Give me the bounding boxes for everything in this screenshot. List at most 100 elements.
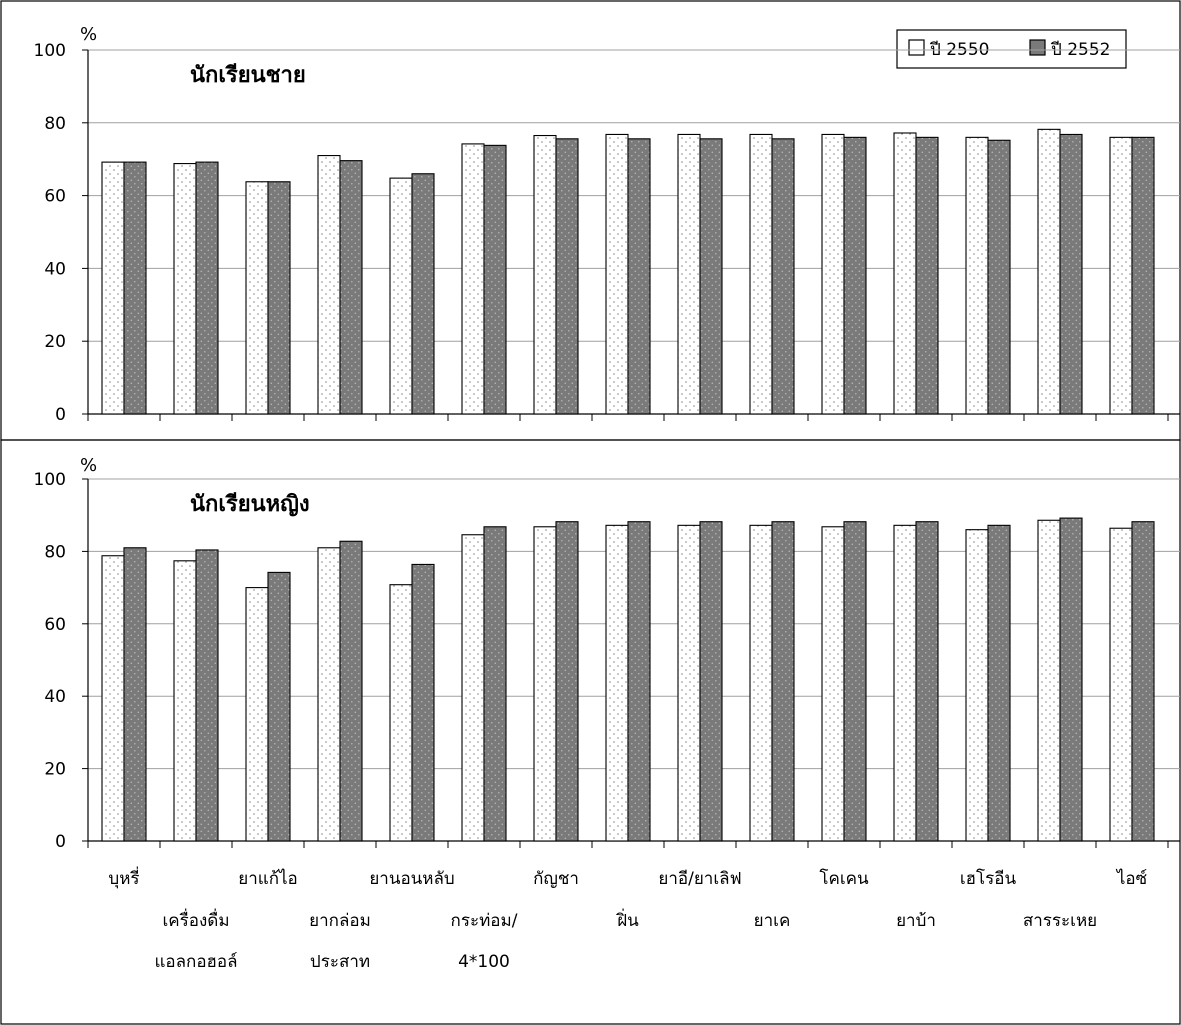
bar-female-2552-11 (915, 521, 939, 842)
y-unit-label-male: % (80, 24, 97, 45)
bar-male-2550-0 (101, 161, 125, 415)
bar-female-2550-2 (245, 587, 269, 842)
ytick-label-male-0: 0 (55, 405, 66, 425)
bar-female-2552-6 (555, 521, 579, 842)
ytick-label-female-0: 0 (55, 832, 66, 852)
bar-male-2552-2 (267, 181, 291, 415)
bar-female-2552-9 (771, 521, 795, 842)
bar-male-2552-10 (843, 136, 867, 415)
bar-male-2550-12 (965, 136, 989, 415)
bar-male-2550-7 (605, 133, 629, 415)
bar-male-2552-0 (123, 161, 147, 415)
ytick-label-female-60: 60 (44, 615, 66, 635)
bar-male-2550-2 (245, 181, 269, 415)
bar-female-2550-11 (893, 524, 917, 842)
bar-female-2550-3 (317, 547, 341, 842)
bar-male-2550-8 (677, 133, 701, 415)
bar-female-2552-14 (1131, 521, 1155, 842)
bar-female-2550-0 (101, 555, 125, 842)
bar-male-2552-6 (555, 138, 579, 415)
category-label-r3-3: ประสาท (310, 952, 370, 972)
ytick-label-male-20: 20 (44, 332, 66, 352)
category-label-r2-13: สารระเหย (1023, 911, 1097, 931)
bar-female-2550-1 (173, 560, 197, 842)
category-label-r3-5: 4*100 (458, 952, 510, 972)
bar-male-2552-11 (915, 136, 939, 415)
panel-male: 0 20 40 60 80 100% นักเรียนชาย (34, 24, 1180, 425)
bar-male-2550-11 (893, 132, 917, 415)
category-label-r2-11: ยาบ้า (896, 911, 936, 931)
bar-male-2550-14 (1109, 136, 1133, 415)
ytick-label-female-20: 20 (44, 760, 66, 780)
bar-female-2550-12 (965, 529, 989, 842)
legend: ปี 2550 ปี 2552 (896, 29, 1127, 69)
category-label-r2-5: กระท่อม/ (451, 911, 518, 931)
bar-male-2550-4 (389, 177, 413, 415)
bar-female-2552-8 (699, 521, 723, 842)
legend-swatch-2552 (1029, 39, 1046, 56)
bar-male-2552-12 (987, 139, 1011, 415)
ytick-label-male-100: 100 (34, 41, 66, 61)
bar-female-2550-7 (605, 524, 629, 842)
category-label-r2-1: เครื่องดื่ม (162, 908, 229, 931)
bar-male-2552-3 (339, 160, 363, 415)
bar-female-2552-1 (195, 549, 219, 842)
bar-male-2552-1 (195, 161, 219, 415)
ytick-label-male-60: 60 (44, 187, 66, 207)
bar-female-2550-5 (461, 534, 485, 842)
category-label-r1-8: ยาอี/ยาเลิฟ (658, 869, 741, 889)
category-label-r1-2: ยาแก้ไอ (238, 868, 298, 889)
bar-male-2550-1 (173, 163, 197, 415)
category-label-r1-12: เฮโรอีน (960, 868, 1017, 889)
bar-female-2550-4 (389, 584, 413, 842)
ytick-label-male-80: 80 (44, 114, 66, 134)
bar-female-2552-2 (267, 571, 291, 842)
ytick-label-female-40: 40 (44, 687, 66, 707)
panel-title-male: นักเรียนชาย (190, 63, 306, 88)
category-labels: บุหรี่ ยาแก้ไอ ยานอนหลับ กัญชา ยาอี/ยาเลิฟ โค… (108, 866, 1147, 972)
bar-female-2552-5 (483, 526, 507, 842)
category-label-r3-1: แอลกอฮอล์ (154, 952, 237, 972)
legend-box (896, 29, 1127, 69)
bar-male-2552-7 (627, 138, 651, 415)
bar-male-2552-14 (1131, 136, 1155, 415)
category-label-r2-9: ยาเค (754, 911, 791, 931)
panel-title-female: นักเรียนหญิง (190, 492, 310, 517)
bar-male-2552-13 (1059, 133, 1083, 415)
bar-female-2550-14 (1109, 527, 1133, 842)
bar-female-2550-6 (533, 526, 557, 842)
bar-male-2550-9 (749, 133, 773, 415)
bar-male-2550-5 (461, 143, 485, 415)
bar-female-2550-10 (821, 526, 845, 842)
category-label-r1-6: กัญชา (533, 869, 579, 889)
panel-female: 0 20 40 60 80 100% นักเรียนหญิง (34, 455, 1180, 852)
bar-male-2550-10 (821, 133, 845, 415)
bar-male-2552-4 (411, 173, 435, 415)
category-label-r1-14: ไอซ์ (1115, 868, 1147, 889)
ytick-label-female-100: 100 (34, 470, 66, 490)
category-label-r2-3: ยากล่อม (309, 911, 371, 931)
bottom-panel-frame (0, 439, 1181, 1025)
ytick-label-male-40: 40 (44, 259, 66, 279)
ytick-label-female-80: 80 (44, 542, 66, 562)
bar-female-2552-4 (411, 563, 435, 842)
bar-male-2552-9 (771, 138, 795, 415)
bar-female-2552-0 (123, 547, 147, 842)
bar-male-2550-3 (317, 155, 341, 415)
bar-male-2552-8 (699, 138, 723, 415)
bar-female-2552-12 (987, 524, 1011, 842)
category-label-r1-4: ยานอนหลับ (369, 869, 454, 889)
bar-female-2550-9 (749, 524, 773, 842)
bar-female-2552-13 (1059, 517, 1083, 842)
bar-male-2550-6 (533, 134, 557, 415)
category-label-r1-0: บุหรี่ (108, 866, 139, 889)
bar-female-2552-10 (843, 521, 867, 842)
bar-female-2552-7 (627, 521, 651, 842)
legend-swatch-2550 (908, 39, 925, 56)
bar-female-2550-13 (1037, 519, 1061, 842)
category-label-r1-10: โคเคน (819, 868, 869, 889)
y-unit-label-female: % (80, 455, 97, 476)
bar-female-2550-8 (677, 524, 701, 842)
